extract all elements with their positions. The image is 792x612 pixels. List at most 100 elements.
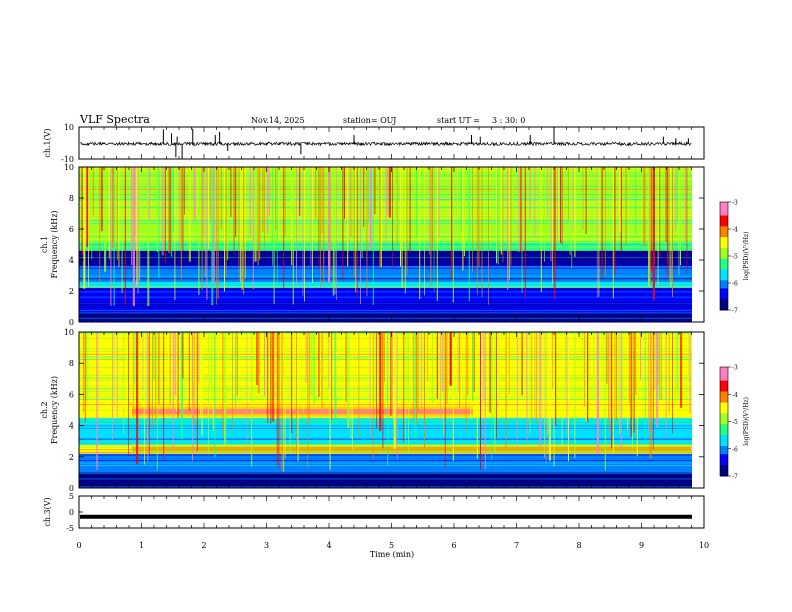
spectral-striation	[79, 417, 692, 419]
spectral-striation	[79, 222, 692, 224]
sferic-streak	[168, 332, 169, 385]
spectral-striation	[79, 425, 692, 427]
spectral-band	[79, 266, 692, 282]
sferic-streak	[406, 332, 408, 401]
sferic-streak	[363, 167, 365, 227]
sferic-streak	[619, 332, 621, 434]
spectral-striation	[79, 404, 692, 406]
colorbar-segment	[720, 375, 728, 379]
sferic-streak	[256, 167, 259, 241]
sferic-streak	[105, 167, 107, 239]
y-tick-label: 2	[69, 453, 74, 462]
sferic-streak	[88, 167, 89, 287]
colorbar-label: log(PSD)(V²/Hz)	[743, 232, 750, 281]
sferic-streak	[476, 332, 478, 460]
colorbar-tick-label: -4	[732, 392, 738, 399]
sferic-streak	[473, 332, 475, 393]
ch1-ylabel: ch.1(V)	[43, 128, 52, 157]
spectral-striation	[79, 209, 692, 211]
sferic-streak	[675, 167, 677, 231]
spectral-striation	[79, 351, 692, 353]
sferic-streak	[334, 332, 337, 424]
colorbar-segment	[720, 215, 728, 219]
sferic-streak	[161, 167, 164, 256]
sferic-streak	[574, 332, 576, 459]
spectral-striation	[79, 302, 692, 303]
sferic-streak	[611, 332, 613, 449]
sferic-streak	[478, 167, 480, 268]
colorbar-tick-label: -6	[732, 281, 738, 288]
spectral-striation	[79, 422, 692, 424]
sferic-streak	[182, 167, 184, 252]
sferic-streak	[416, 167, 417, 239]
sferic-streak	[561, 167, 563, 245]
sferic-streak	[176, 332, 177, 412]
sferic-streak	[640, 332, 641, 380]
sferic-streak	[483, 332, 485, 402]
sferic-streak	[329, 167, 331, 275]
sferic-streak	[204, 167, 206, 278]
sferic-streak	[545, 332, 547, 463]
sferic-streak	[126, 332, 128, 414]
sferic-streak	[107, 167, 109, 215]
sferic-streak	[276, 167, 278, 286]
spectral-striation	[79, 372, 692, 374]
sferic-streak	[408, 332, 409, 453]
spectral-striation	[79, 170, 692, 172]
spectral-striation	[79, 288, 692, 290]
spectral-striation	[79, 315, 692, 317]
sferic-streak	[622, 332, 624, 410]
sferic-streak	[276, 332, 278, 466]
spectral-striation	[79, 345, 692, 347]
sferic-streak	[92, 167, 94, 217]
x-tick-label: 1	[139, 541, 144, 550]
sferic-streak	[596, 167, 598, 298]
sferic-streak	[307, 332, 309, 469]
y-tick-label: 6	[69, 390, 74, 399]
spectral-striation	[79, 430, 692, 432]
sferic-streak	[209, 167, 211, 219]
sferic-streak	[516, 332, 518, 448]
sferic-streak	[268, 167, 270, 216]
spectral-striation	[79, 304, 692, 306]
colorbar-segment	[720, 234, 728, 238]
colorbar-segment	[720, 307, 728, 311]
sferic-streak	[264, 332, 265, 396]
sferic-streak	[203, 167, 205, 238]
sferic-streak	[547, 167, 549, 218]
sferic-streak	[96, 167, 97, 219]
sferic-streak	[347, 332, 350, 429]
sferic-streak	[438, 167, 440, 239]
sferic-streak	[534, 332, 536, 420]
sferic-streak	[585, 332, 587, 422]
sferic-streak	[230, 167, 232, 218]
sferic-streak	[417, 332, 419, 413]
sferic-streak	[617, 332, 619, 415]
sferic-streak	[136, 332, 139, 465]
sferic-streak	[630, 167, 632, 231]
colorbar-tick-label: -4	[732, 227, 738, 234]
colorbar-segment	[720, 212, 728, 216]
sferic-streak	[680, 167, 681, 266]
no-data-area	[692, 332, 704, 488]
x-tick-label: 0	[76, 541, 81, 550]
sferic-streak	[225, 167, 227, 278]
sferic-streak	[387, 167, 389, 216]
spectral-striation	[79, 286, 692, 288]
spectral-striation	[79, 207, 692, 209]
spectral-striation	[79, 348, 692, 350]
sferic-streak	[272, 332, 275, 422]
sferic-streak	[563, 332, 565, 387]
sferic-streak	[678, 332, 680, 398]
sferic-streak	[104, 167, 107, 272]
colorbar-segment	[720, 372, 728, 376]
sferic-streak	[660, 332, 662, 401]
spectral-striation	[79, 470, 692, 472]
spectral-striation	[79, 486, 692, 488]
sferic-streak	[625, 167, 627, 247]
sferic-streak	[656, 332, 659, 427]
sferic-streak	[668, 332, 670, 414]
sferic-streak	[484, 332, 486, 470]
sferic-streak	[308, 167, 310, 231]
